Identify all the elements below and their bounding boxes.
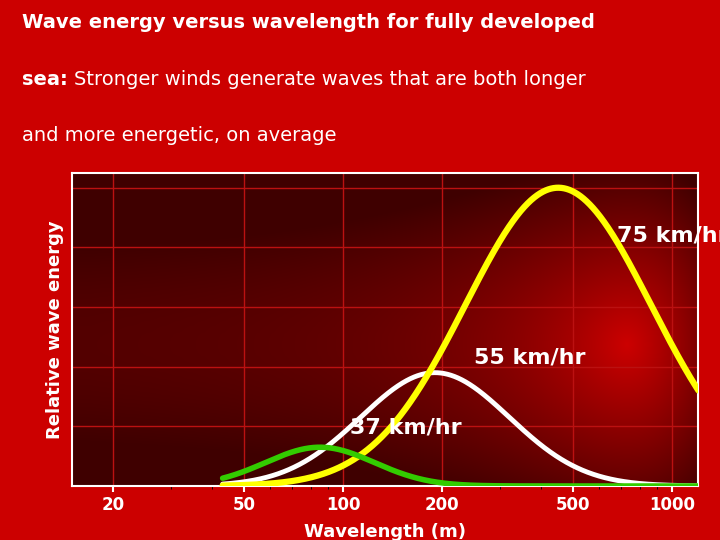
Text: and more energetic, on average: and more energetic, on average xyxy=(22,126,336,145)
Text: 75 km/hr: 75 km/hr xyxy=(617,225,720,245)
Text: 55 km/hr: 55 km/hr xyxy=(474,348,585,368)
X-axis label: Wavelength (m): Wavelength (m) xyxy=(304,523,467,540)
Text: Wave energy versus wavelength for fully developed: Wave energy versus wavelength for fully … xyxy=(22,13,595,32)
Text: Stronger winds generate waves that are both longer: Stronger winds generate waves that are b… xyxy=(74,70,586,89)
Text: 37 km/hr: 37 km/hr xyxy=(350,418,462,438)
Y-axis label: Relative wave energy: Relative wave energy xyxy=(45,220,63,438)
Text: sea:: sea: xyxy=(22,70,74,89)
